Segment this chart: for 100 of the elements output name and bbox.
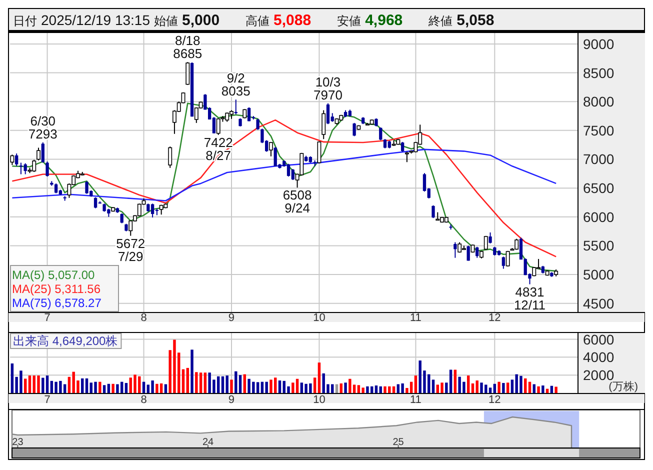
line-series [12, 148, 557, 202]
y-tick-label: 5000 [583, 266, 614, 283]
annotation: 7293 [28, 126, 58, 142]
candlestick [532, 266, 536, 277]
x-tick-label: 12 [488, 312, 501, 324]
candlestick [168, 146, 172, 168]
candlestick [404, 151, 409, 163]
x-tick-label: 24 [202, 437, 214, 448]
annotation: 6/30 [30, 113, 56, 128]
text: 高値 [246, 14, 270, 28]
y-tick-label: 6000 [583, 208, 614, 225]
text: 2025/12/19 13:15 [41, 12, 150, 28]
bar [94, 382, 97, 393]
y-tick-label: 4000 [583, 349, 614, 366]
x-tick-label: 12 [488, 394, 501, 406]
bar [10, 363, 14, 393]
bar [476, 380, 478, 393]
annotation: 8685 [173, 46, 202, 62]
bar [488, 388, 492, 393]
bar [449, 370, 452, 393]
x-tick-label: 7 [44, 312, 50, 324]
text: 4,968 [365, 12, 403, 29]
bar [300, 382, 304, 393]
annotation: 8035 [221, 84, 250, 99]
candlestick [15, 152, 18, 167]
y-tick-label: 8000 [583, 94, 614, 110]
bar [81, 378, 84, 393]
bar [90, 382, 93, 393]
bar [366, 386, 369, 393]
bar [107, 384, 110, 393]
bar [370, 386, 374, 393]
bar [195, 372, 198, 393]
x-tick-label: 8 [140, 394, 147, 406]
y-tick-label: 6000 [583, 331, 614, 348]
bar [42, 378, 44, 393]
candlestick [46, 161, 49, 178]
bar [221, 376, 224, 393]
bar [134, 374, 136, 393]
bar [318, 362, 321, 393]
bar [493, 384, 496, 393]
bar [190, 350, 194, 393]
bar [98, 382, 102, 393]
x-tick-label: 10 [313, 312, 326, 324]
annotation: 9/24 [284, 200, 310, 216]
bar [112, 384, 114, 393]
bar [528, 382, 532, 393]
bar [292, 382, 294, 393]
annotation: 出来高 4,649,200株 [13, 334, 118, 348]
bar [344, 382, 347, 393]
candlestick [150, 203, 154, 218]
candlestick [352, 122, 356, 137]
text: 終値 [428, 14, 453, 28]
x-tick-label: 11 [410, 394, 422, 406]
bar [392, 386, 396, 393]
candlestick [400, 141, 404, 152]
candlestick [506, 250, 510, 267]
candlestick [41, 142, 44, 164]
bar [216, 376, 220, 393]
bar [414, 376, 418, 393]
candlestick [454, 242, 457, 258]
annotation: 5672 [116, 236, 146, 251]
bar [550, 386, 554, 393]
bar [542, 385, 544, 393]
bar [142, 382, 146, 393]
bar [374, 385, 378, 393]
bar [348, 378, 352, 393]
bar [340, 383, 343, 393]
text: MA(5) 5,057.00 [12, 268, 96, 282]
bar [296, 378, 299, 393]
bar [554, 386, 558, 393]
candlestick [466, 245, 470, 262]
candlestick [488, 232, 492, 244]
bar [401, 383, 404, 393]
annotation: 7/29 [118, 248, 144, 264]
bar [124, 382, 128, 393]
candlestick [291, 168, 294, 180]
bar [502, 382, 505, 393]
x-tick-label: 11 [410, 312, 422, 324]
x-tick-label: 25 [392, 437, 404, 448]
bar [260, 382, 264, 393]
annotation: 7422 [204, 134, 233, 150]
candlestick [317, 140, 322, 164]
bar [146, 384, 150, 393]
bar [182, 369, 185, 393]
y-tick-label: 5500 [583, 238, 614, 254]
candlestick [379, 127, 382, 141]
bar [156, 384, 158, 393]
bar [532, 384, 536, 393]
annotation: 12/11 [514, 297, 546, 312]
bar [454, 370, 457, 393]
bar [270, 380, 272, 393]
bar [506, 382, 510, 393]
bar [440, 382, 444, 393]
line-series [12, 102, 557, 272]
x-tick-label: 8 [140, 312, 147, 324]
y-tick-label: 6500 [583, 180, 614, 196]
x-tick-label: 9 [228, 394, 235, 406]
candlestick [502, 256, 506, 270]
bar [537, 386, 540, 393]
x-tick-label: 23 [12, 437, 24, 448]
